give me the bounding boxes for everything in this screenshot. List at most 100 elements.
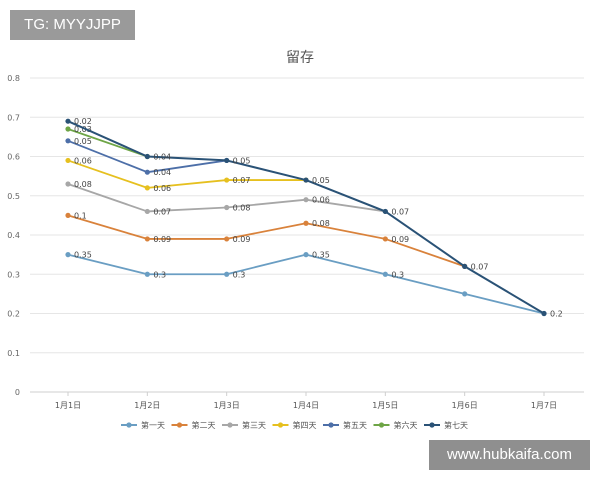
data-point — [224, 157, 230, 164]
series-line — [67, 128, 148, 158]
legend-label: 第四天 — [293, 420, 317, 430]
watermark-top: TG: MYYJJPP — [10, 10, 135, 40]
y-tick-label: 0.4 — [7, 231, 20, 240]
legend-swatch-point — [126, 422, 132, 428]
data-point — [303, 252, 309, 258]
data-point — [144, 271, 150, 277]
data-point — [65, 118, 71, 124]
data-point — [462, 291, 468, 297]
data-label: 0.06 — [74, 156, 92, 165]
data-label: 0.08 — [74, 180, 92, 189]
series-4: 0.06 0.06 0.07 — [65, 156, 309, 193]
data-label: 0.06 — [312, 196, 330, 205]
data-point — [303, 177, 309, 183]
data-point — [144, 153, 150, 160]
data-label: 0.02 — [74, 117, 92, 126]
series-group: 0.35 0.3 0.3 0.35 0.3 0.1 0.09 0.09 0.08 0.09 0.08… — [65, 117, 563, 319]
data-point — [144, 185, 150, 191]
series-line — [67, 120, 545, 315]
legend-item: 第五天 — [323, 420, 367, 430]
data-point — [144, 208, 150, 215]
x-axis-ticks: 1月1日 1月2日 1月3日 1月4日 1月5日 1月6日 1月7日 — [55, 392, 557, 410]
data-label: 0.08 — [233, 204, 251, 213]
y-tick-label: 0.8 — [7, 74, 20, 83]
data-point — [224, 236, 230, 242]
watermark-bottom: www.hubkaifa.com — [429, 440, 590, 470]
data-label: 0.05 — [74, 137, 92, 146]
data-label: 0.03 — [74, 125, 92, 134]
data-label: 0.09 — [391, 235, 409, 244]
x-tick-label: 1月2日 — [134, 401, 160, 410]
legend: 第一天 第二天 第三天 第四天 第五天 第六天 第七天 — [121, 420, 468, 430]
data-point — [382, 236, 388, 242]
legend-swatch-point — [328, 422, 334, 428]
x-tick-label: 1月7日 — [531, 401, 557, 410]
series-1: 0.35 0.3 0.3 0.35 0.3 — [65, 251, 547, 317]
legend-label: 第一天 — [141, 420, 165, 430]
data-point — [303, 197, 309, 203]
legend-item: 第二天 — [171, 420, 216, 430]
data-point — [224, 177, 230, 183]
data-point — [144, 236, 150, 242]
y-axis-ticks: 0 0.1 0.2 0.3 0.4 0.5 0.6 0.7 0.8 — [7, 74, 20, 397]
legend-swatch-point — [277, 422, 284, 428]
data-label: 0.04 — [153, 153, 171, 162]
y-tick-label: 0.1 — [7, 349, 20, 358]
data-label: 0.3 — [233, 270, 246, 279]
data-label: 0.2 — [550, 310, 563, 319]
data-label: 0.09 — [153, 235, 171, 244]
y-tick-label: 0.7 — [7, 113, 20, 122]
data-label: 0.3 — [391, 270, 404, 279]
legend-label: 第七天 — [444, 420, 468, 430]
data-point — [541, 310, 547, 317]
y-tick-label: 0.2 — [7, 310, 20, 319]
series-line — [67, 159, 306, 189]
x-tick-label: 1月6日 — [452, 401, 478, 410]
data-point — [224, 271, 230, 277]
legend-label: 第六天 — [394, 420, 418, 430]
series-3: 0.08 0.07 0.08 0.06 — [65, 180, 388, 216]
legend-item: 第四天 — [272, 420, 317, 430]
y-tick-label: 0.5 — [7, 192, 20, 201]
series-line — [67, 214, 465, 268]
y-tick-label: 0.6 — [7, 153, 20, 162]
chart-title: 留存 — [286, 50, 314, 66]
data-point — [382, 208, 388, 215]
legend-label: 第五天 — [343, 420, 367, 430]
data-point — [303, 220, 309, 226]
data-label: 0.05 — [233, 156, 251, 165]
x-tick-label: 1月1日 — [55, 401, 81, 410]
data-label: 0.35 — [312, 251, 330, 260]
data-point — [462, 263, 468, 269]
x-tick-label: 1月4日 — [293, 401, 319, 410]
data-label: 0.04 — [153, 168, 171, 177]
data-point — [65, 157, 71, 164]
series-7: 0.02 0.04 0.05 0.05 0.07 0.07 0.2 — [65, 117, 563, 319]
x-tick-label: 1月3日 — [214, 401, 240, 410]
y-tick-label: 0 — [15, 388, 20, 397]
legend-label: 第二天 — [192, 420, 216, 430]
legend-swatch-point — [176, 422, 183, 428]
data-label: 0.3 — [153, 270, 166, 279]
y-tick-label: 0.3 — [7, 270, 20, 279]
data-label: 0.1 — [74, 211, 87, 220]
data-label: 0.07 — [391, 207, 409, 216]
data-label: 0.09 — [233, 235, 251, 244]
data-label: 0.35 — [74, 251, 92, 260]
data-label: 0.05 — [312, 176, 330, 185]
legend-item: 第一天 — [121, 420, 165, 430]
legend-item: 第七天 — [424, 420, 468, 430]
legend-label: 第三天 — [242, 420, 266, 430]
data-label: 0.08 — [312, 219, 330, 228]
data-label: 0.07 — [233, 176, 251, 185]
data-point — [65, 126, 71, 132]
data-point — [144, 169, 150, 175]
data-label: 0.06 — [153, 184, 171, 193]
legend-swatch-point — [429, 422, 435, 428]
x-tick-label: 1月5日 — [372, 401, 398, 410]
data-point — [224, 204, 230, 211]
legend-item: 第三天 — [222, 420, 266, 430]
legend-item: 第六天 — [373, 420, 418, 430]
